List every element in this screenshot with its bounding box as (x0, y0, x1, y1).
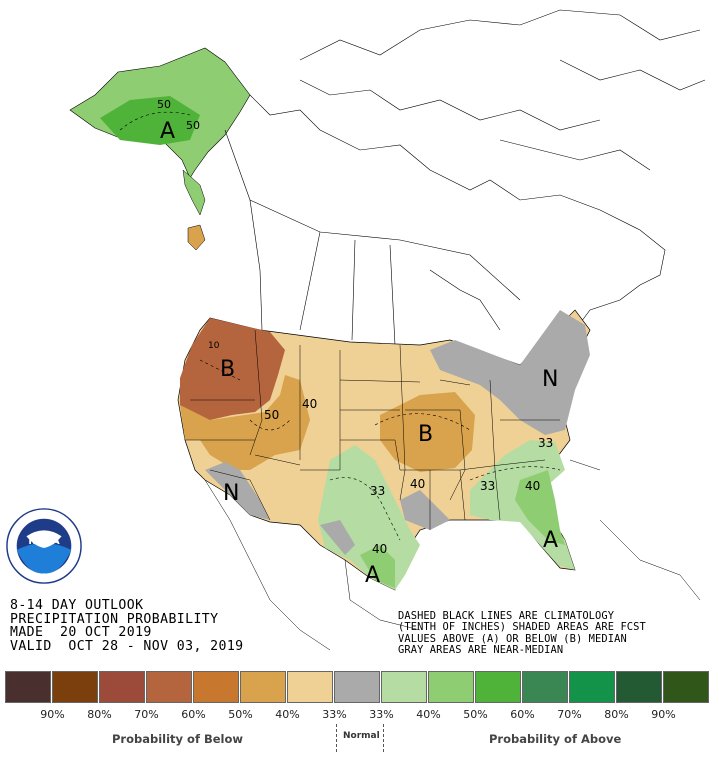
note-line-1: DASHED BLACK LINES ARE CLIMATOLOGY (398, 610, 615, 622)
title-line-1: 8-14 DAY OUTLOOK (10, 598, 144, 613)
legend-swatch-3 (146, 671, 192, 703)
legend-swatch-4 (193, 671, 239, 703)
legend-swatch-13 (616, 671, 662, 703)
canada-outline (224, 9, 706, 346)
below-caption: Probability of Below (112, 732, 243, 746)
legend-percent-labels: 90% 80% 70% 60% 50% 40% 33% 33% 40% 50% 60% 70% 80% 9… (5, 708, 687, 721)
midwest-below-label: B (418, 422, 433, 447)
legend-percent-label-12: 80% (604, 708, 629, 721)
legend-percent-label-4: 50% (228, 708, 253, 721)
legend-swatch-5 (240, 671, 286, 703)
legend-percent-label-11: 70% (557, 708, 582, 721)
legend-swatch-11 (522, 671, 568, 703)
note-line-4: GRAY AREAS ARE NEAR-MEDIAN (398, 644, 564, 657)
northwest-10-label: 10 (208, 341, 220, 351)
legend-percent-label-10: 60% (510, 708, 535, 721)
legend-percent-label-8: 40% (416, 708, 441, 721)
alaska-region (69, 47, 251, 251)
legend-label-spacer (5, 708, 29, 721)
texas-33-label: 33 (370, 484, 385, 498)
legend-swatch-2 (99, 671, 145, 703)
southeast-33-label: 33 (538, 436, 553, 450)
title-line-3: MADE 20 OCT 2019 (10, 625, 152, 641)
title-line-2: PRECIPITATION PROBABILITY (10, 611, 219, 627)
southeast-40-label: 40 (525, 479, 540, 493)
noaa-logo: NOAA (6, 508, 82, 584)
midwest-40-label: 40 (410, 477, 425, 491)
legend-percent-label-7: 33% (369, 708, 394, 721)
legend-swatch-8 (381, 671, 427, 703)
normal-divider-right (383, 724, 384, 752)
note-line-3: VALUES ABOVE (A) OR BELOW (B) MEDIAN (398, 632, 627, 645)
legend-percent-label-1: 80% (87, 708, 112, 721)
northeast-near-median-label: N (542, 367, 558, 392)
conus-region (177, 309, 591, 591)
legend-swatch-14 (663, 671, 709, 703)
state-boundaries (185, 329, 560, 530)
legend-swatch-0 (5, 671, 51, 703)
legend-percent-label-5: 40% (275, 708, 300, 721)
color-legend (5, 671, 710, 705)
northwest-50-label: 50 (264, 408, 279, 422)
alaska-50-label-1: 50 (157, 98, 171, 111)
noaa-logo-text: NOAA (28, 536, 60, 547)
outlook-map: A 50 50 B 40 50 10 B 40 N 33 40 33 A N 3… (69, 9, 706, 651)
above-caption: Probability of Above (489, 732, 622, 746)
map-notes: DASHED BLACK LINES ARE CLIMATOLOGY (TENTH… (398, 610, 646, 657)
southwest-near-median-label: N (223, 481, 239, 506)
legend-percent-label-2: 70% (134, 708, 159, 721)
legend-percent-label-13: 90% (651, 708, 676, 721)
title-line-4: VALID OCT 28 - NOV 03, 2019 (10, 638, 244, 654)
normal-caption: Normal (343, 731, 380, 741)
normal-divider-left (336, 724, 337, 752)
legend-swatch-12 (569, 671, 615, 703)
legend-percent-label-3: 60% (181, 708, 206, 721)
legend-percent-label-9: 50% (463, 708, 488, 721)
note-line-2: (TENTH OF INCHES) SHADED AREAS ARE FCST (398, 621, 646, 634)
legend-percent-label-0: 90% (40, 708, 65, 721)
alaska-above-label: A (160, 119, 175, 144)
legend-swatch-10 (475, 671, 521, 703)
texas-above-label: A (365, 563, 380, 588)
legend-swatch-1 (52, 671, 98, 703)
mexico-outline (204, 459, 701, 651)
outlook-title: 8-14 DAY OUTLOOK PRECIPITATION PROBABILIT… (10, 599, 244, 653)
legend-swatch-7 (334, 671, 380, 703)
florida-above-label: A (543, 528, 558, 553)
northwest-40-label: 40 (302, 397, 317, 411)
legend-percent-label-6: 33% (322, 708, 347, 721)
climatology-dashed-lines (119, 111, 561, 541)
northwest-below-label: B (220, 357, 235, 382)
texas-40-label: 40 (372, 542, 387, 556)
alaska-50-label-2: 50 (186, 119, 200, 132)
legend-swatch-6 (287, 671, 333, 703)
southeast-33b-label: 33 (480, 479, 495, 493)
legend-swatch-9 (428, 671, 474, 703)
